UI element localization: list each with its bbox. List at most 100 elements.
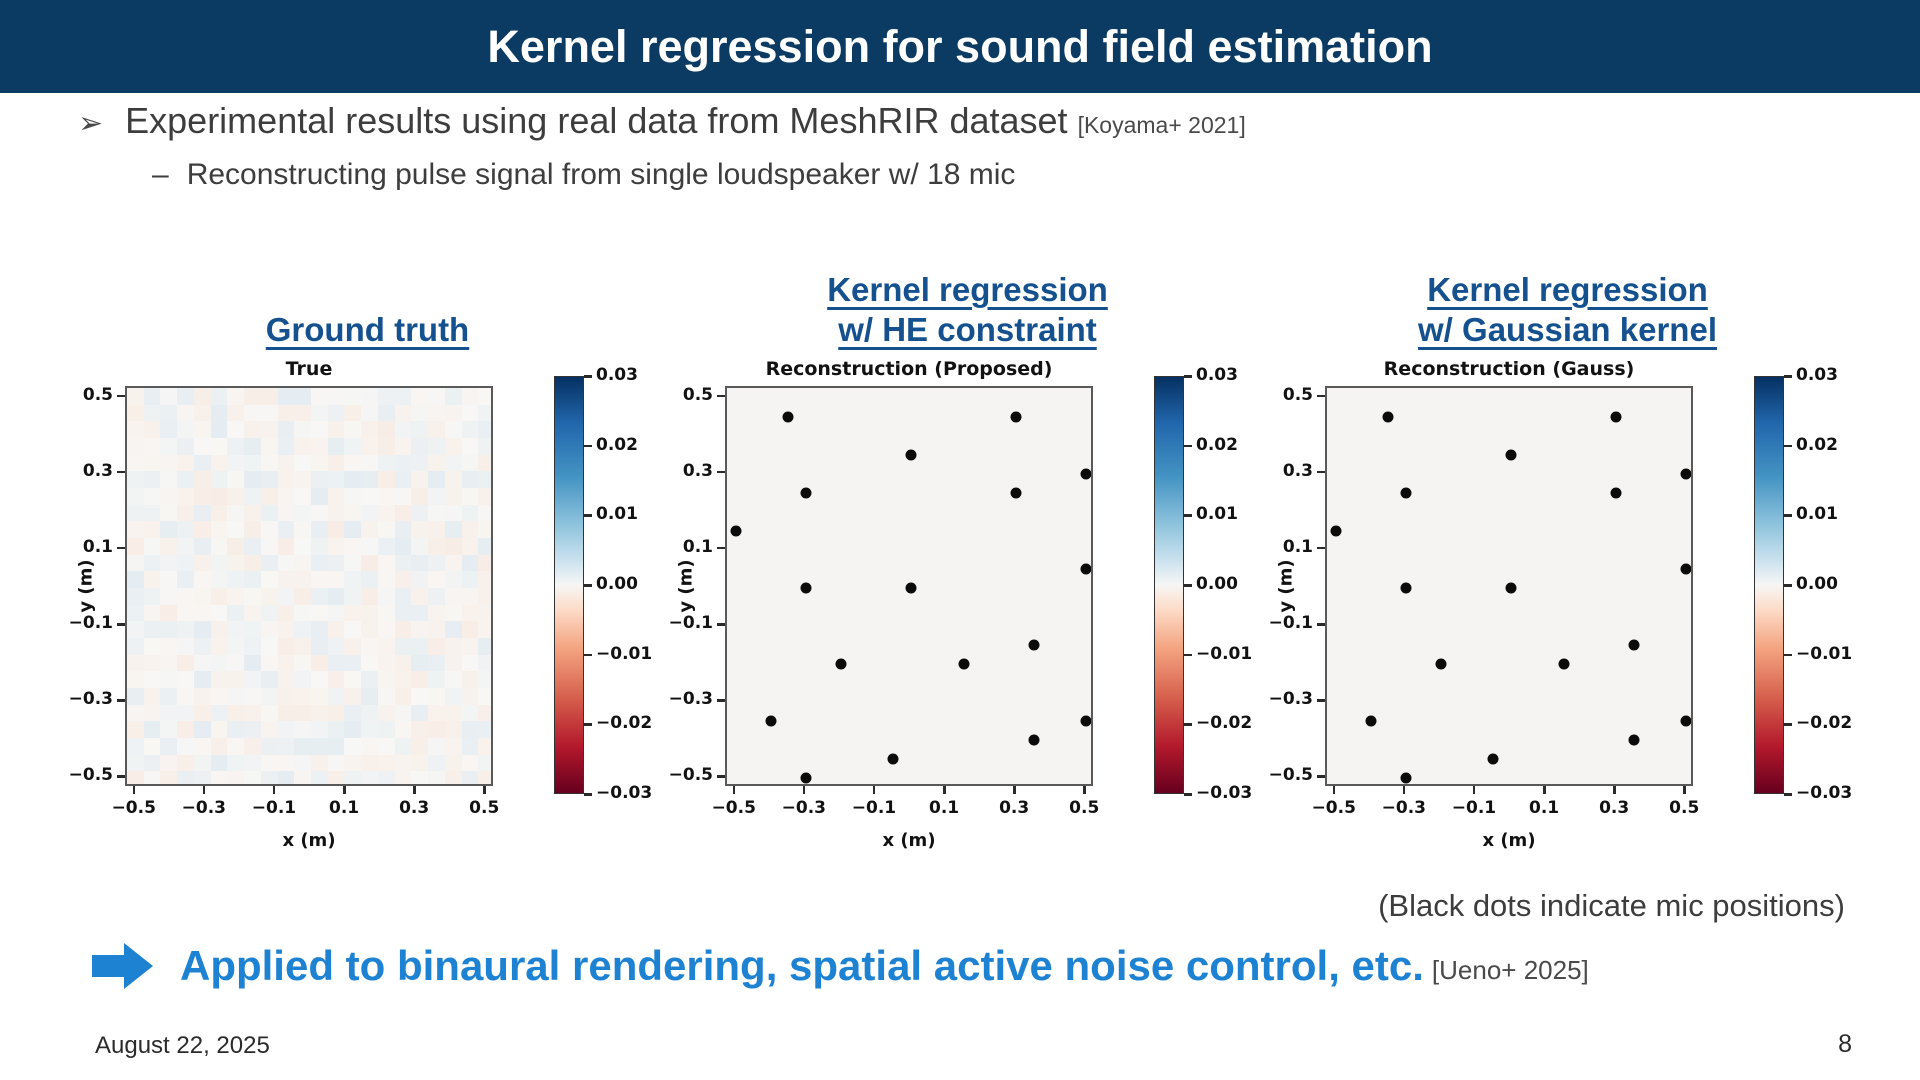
heatmap-cell	[143, 721, 161, 739]
mic-position-dot	[1382, 411, 1394, 423]
heatmap-cell	[361, 388, 379, 405]
heatmap-cell	[177, 738, 195, 755]
heatmap-cell	[160, 738, 178, 755]
heatmap-cell	[260, 704, 278, 722]
y-tick-mark	[117, 394, 125, 398]
x-tick-label: 0.1	[1528, 798, 1560, 818]
heatmap-cell	[244, 721, 262, 739]
colorbar-tick-mark	[1184, 793, 1192, 796]
heatmap-cell	[244, 638, 262, 655]
heatmap-cell	[361, 471, 379, 489]
heatmap-cell	[210, 421, 228, 439]
heatmap-cell	[461, 688, 479, 705]
heatmap-cell	[127, 421, 144, 439]
heatmap-cell	[377, 454, 395, 472]
heatmap-cell	[361, 671, 379, 689]
heatmap-cell	[444, 638, 462, 655]
heatmap-cell	[428, 554, 446, 572]
x-tick-mark	[1543, 786, 1546, 794]
heatmap-cell	[160, 421, 178, 439]
heatmap-cell	[344, 654, 362, 672]
heatmap-cell	[311, 621, 328, 639]
mic-position-dot	[1435, 658, 1447, 670]
heatmap-cell	[411, 504, 429, 522]
heatmap-cell	[277, 521, 295, 539]
heatmap-cell	[210, 571, 228, 589]
heatmap-cell	[210, 604, 228, 622]
heatmap-cell	[461, 771, 479, 784]
heatmap-cell	[277, 688, 295, 705]
heatmap-cell	[227, 671, 245, 689]
heatmap-cell	[210, 704, 228, 722]
heatmap-cell	[143, 738, 161, 755]
block-arrow-icon	[92, 943, 153, 989]
heatmap-cell	[344, 688, 362, 705]
heatmap-cell	[428, 404, 446, 422]
heatmap-cell	[210, 471, 228, 489]
heatmap-cell	[327, 754, 345, 772]
heatmap-cell	[127, 721, 144, 739]
heatmap-cell	[327, 521, 345, 539]
heatmap-cell	[361, 504, 379, 522]
heatmap-cell	[177, 771, 195, 784]
heatmap-cell	[177, 521, 195, 539]
heatmap-cell	[160, 638, 178, 655]
heatmap-cell	[411, 671, 429, 689]
heatmap-cell	[143, 471, 161, 489]
heatmap-cell	[244, 404, 262, 422]
plot-area	[125, 386, 493, 786]
heatmap-cell	[177, 438, 195, 455]
heatmap-cell	[377, 404, 395, 422]
heatmap-cell	[377, 504, 395, 522]
heatmap-cell	[444, 588, 462, 605]
heatmap-cell	[461, 571, 479, 589]
heatmap-cell	[193, 721, 211, 739]
heatmap-cell	[210, 488, 228, 505]
heatmap-cell	[327, 454, 345, 472]
figures-row: True 0.5 0.3 0.1 −0.1 −0.3 −0.5 −0.5 −0.3 −0.1 0.1…	[69, 352, 1870, 880]
x-tick-mark	[132, 786, 136, 794]
heatmap-cell	[127, 488, 144, 505]
heatmap-cell	[244, 588, 262, 605]
heatmap-cell	[344, 621, 362, 639]
x-tick-label: −0.1	[251, 798, 297, 818]
heatmap-cell	[444, 754, 462, 772]
heatmap-cell	[361, 454, 379, 472]
heatmap-cell	[244, 654, 262, 672]
heatmap-cell	[444, 554, 462, 572]
heatmap-cell	[394, 388, 412, 405]
heatmap-cell	[461, 704, 479, 722]
heatmap-cell	[478, 738, 491, 755]
heatmap-cell	[428, 721, 446, 739]
y-axis-label: y (m)	[675, 559, 697, 613]
heatmap-cell	[260, 588, 278, 605]
heatmap-cell	[327, 438, 345, 455]
heatmap-cell	[461, 438, 479, 455]
heatmap-cell	[478, 438, 491, 455]
heatmap-cell	[311, 671, 328, 689]
colorbar-tick-mark	[584, 723, 592, 726]
heatmap-cell	[444, 688, 462, 705]
heatmap-cell	[478, 604, 491, 622]
heatmap-cell	[294, 571, 312, 589]
heatmap-cell	[127, 504, 144, 522]
heatmap-cell	[428, 454, 446, 472]
x-tick-mark	[1613, 786, 1616, 794]
heatmap-cell	[411, 688, 429, 705]
citation-koyama: [Koyama+ 2021]	[1077, 112, 1246, 138]
heatmap-cell	[277, 604, 295, 622]
heatmap-cell	[411, 421, 429, 439]
heatmap-cell	[478, 688, 491, 705]
y-tick-label: −0.1	[68, 613, 113, 634]
heatmap-cell	[377, 421, 395, 439]
heatmap-cell	[344, 671, 362, 689]
plot-area	[725, 386, 1093, 786]
heatmap-cell	[177, 654, 195, 672]
heatmap-cell	[177, 621, 195, 639]
heatmap-cell	[461, 504, 479, 522]
colorbar-tick-mark	[584, 653, 592, 657]
mic-position-dot	[887, 753, 899, 765]
colorbar-tick-label: −0.03	[1196, 783, 1253, 803]
heatmap-cell	[143, 438, 161, 455]
heatmap-cell	[311, 388, 328, 405]
